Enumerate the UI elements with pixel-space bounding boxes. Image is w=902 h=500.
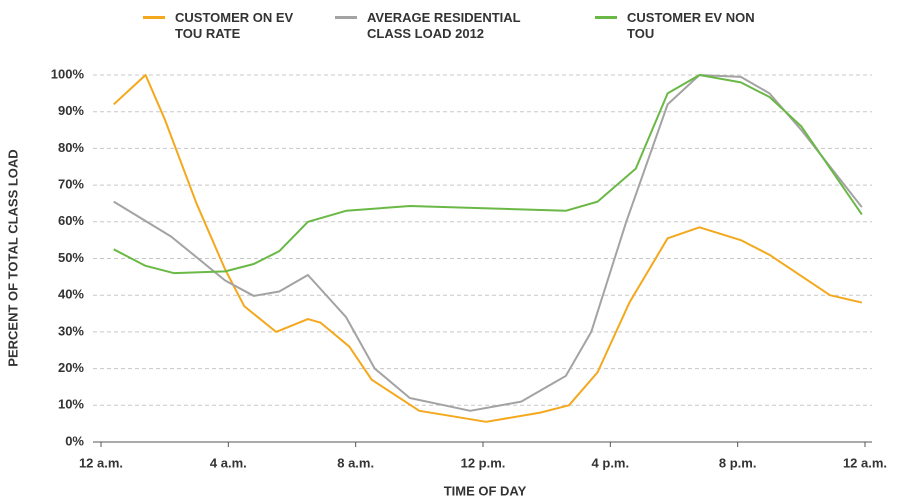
x-tick-label: 12 p.m.: [461, 455, 506, 470]
y-tick-label: 0%: [65, 433, 84, 448]
legend-swatch: [595, 16, 617, 19]
series-line: [113, 74, 863, 412]
series-line: [113, 74, 863, 423]
y-tick-label: 30%: [58, 323, 84, 338]
y-tick-label: 80%: [58, 140, 84, 155]
x-tick-label: 8 p.m.: [719, 455, 757, 470]
y-tick-label: 100%: [51, 66, 85, 81]
legend-item: CUSTOMER EV NON TOU: [595, 10, 767, 42]
legend-swatch: [335, 16, 357, 19]
legend-item: CUSTOMER ON EV TOU RATE: [143, 10, 315, 42]
y-tick-label: 10%: [58, 397, 84, 412]
y-tick-label: 70%: [58, 177, 84, 192]
x-tick-label: 4 a.m.: [210, 455, 247, 470]
legend-label: AVERAGE RESIDENTIAL CLASS LOAD 2012: [367, 10, 521, 41]
series-line: [113, 74, 863, 275]
y-tick-label: 60%: [58, 213, 84, 228]
y-tick-label: 20%: [58, 360, 84, 375]
legend-swatch: [143, 16, 165, 19]
x-tick-label: 12 a.m.: [843, 455, 887, 470]
x-tick-label: 4 p.m.: [592, 455, 630, 470]
y-tick-label: 90%: [58, 103, 84, 118]
y-tick-label: 50%: [58, 250, 84, 265]
legend-label: CUSTOMER ON EV TOU RATE: [175, 10, 294, 41]
y-tick-label: 40%: [58, 287, 84, 302]
x-tick-label: 8 a.m.: [337, 455, 374, 470]
legend-label: CUSTOMER EV NON TOU: [627, 10, 755, 41]
x-tick-label: 12 a.m.: [79, 455, 123, 470]
x-axis-label: TIME OF DAY: [444, 483, 527, 498]
y-axis-label: PERCENT OF TOTAL CLASS LOAD: [5, 149, 20, 366]
legend-item: AVERAGE RESIDENTIAL CLASS LOAD 2012: [335, 10, 557, 42]
